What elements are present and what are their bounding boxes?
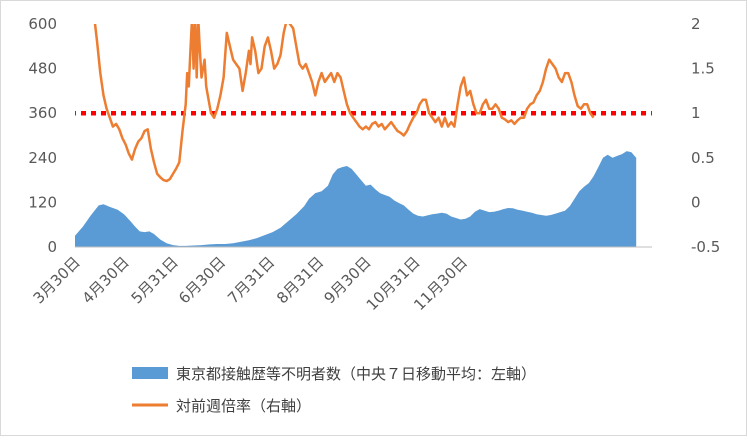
line-series-week-ratio — [93, 24, 595, 183]
legend-swatch-area — [132, 367, 168, 379]
legend-label-line: 対前週倍率（右軸） — [176, 397, 311, 415]
y-left-tick-label: 360 — [28, 104, 57, 122]
y-left-tick-label: 240 — [28, 149, 57, 167]
y-left-tick-label: 0 — [47, 238, 57, 256]
y-left-axis: 0 120 240 360 480 600 — [28, 15, 57, 256]
x-tick-label: 3月30日 — [30, 253, 84, 307]
y-right-tick-label: -0.5 — [691, 238, 720, 256]
plot-area — [75, 24, 652, 247]
y-left-tick-label: 600 — [28, 15, 57, 33]
x-tick-label: 8月31日 — [273, 253, 327, 307]
x-tick-label: 5月31日 — [128, 253, 182, 307]
area-series-unknown-contacts — [75, 151, 637, 247]
y-right-tick-label: 2 — [691, 15, 701, 33]
y-right-tick-label: 0.5 — [691, 149, 715, 167]
y-left-tick-label: 480 — [28, 60, 57, 78]
legend: 東京都接触歴等不明者数（中央７日移動平均：左軸） 対前週倍率（右軸） — [132, 365, 536, 415]
y-left-tick-label: 120 — [28, 193, 57, 211]
x-tick-label: 4月30日 — [79, 253, 133, 307]
x-axis: 3月30日4月30日5月31日6月30日7月31日8月31日9月30日10月31… — [30, 253, 471, 314]
x-tick-label: 6月30日 — [175, 253, 229, 307]
x-tick-label: 7月31日 — [224, 253, 278, 307]
legend-label-area: 東京都接触歴等不明者数（中央７日移動平均：左軸） — [176, 365, 536, 383]
y-right-tick-label: 0 — [691, 193, 701, 211]
y-right-tick-label: 1.5 — [691, 60, 715, 78]
y-right-tick-label: 1 — [691, 104, 701, 122]
y-right-axis: -0.5 0 0.5 1 1.5 2 — [691, 15, 720, 256]
